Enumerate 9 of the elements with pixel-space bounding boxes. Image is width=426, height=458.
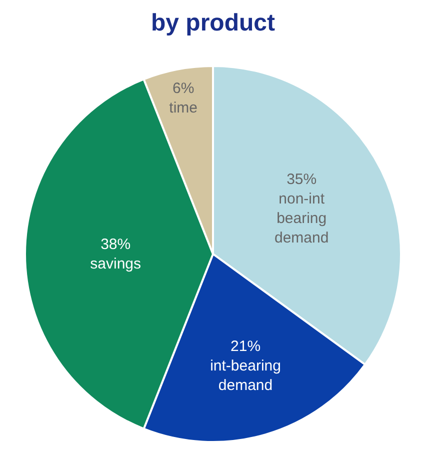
slice-label: non-int bearing demand (274, 190, 329, 247)
data-label: 6% (172, 80, 194, 98)
data-label: 35% (286, 171, 317, 188)
data-label: 38% (100, 236, 131, 253)
chart-title: by product (151, 10, 276, 37)
slice-label: int-bearing demand (210, 357, 281, 394)
slice-label: savings (90, 255, 142, 272)
data-label: 21% (230, 338, 261, 355)
slice-label: time (169, 100, 198, 117)
